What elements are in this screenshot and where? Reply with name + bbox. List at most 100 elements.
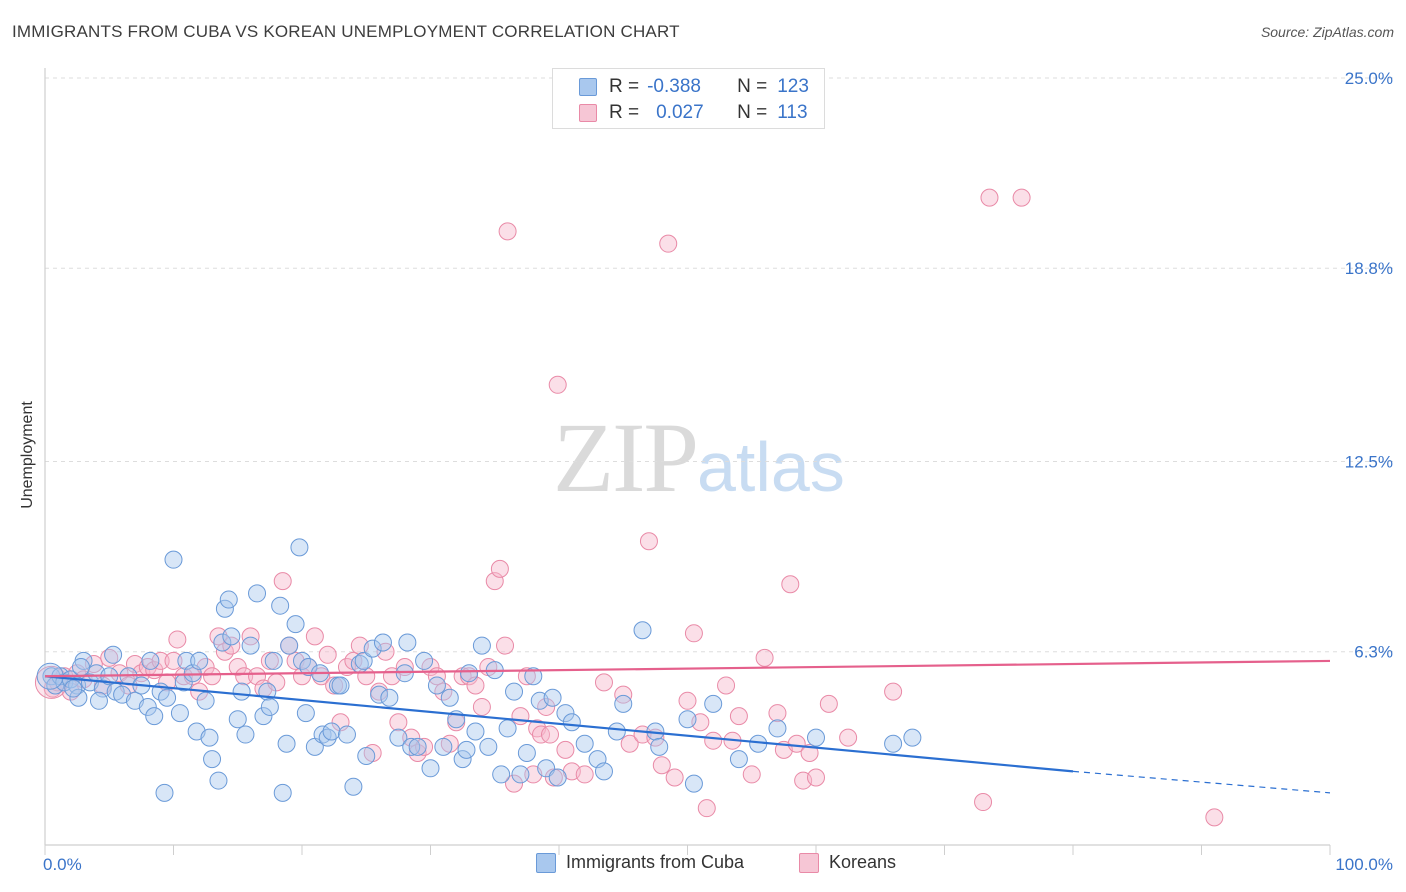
legend-label: Immigrants from Cuba [566, 852, 745, 872]
data-point-cuba [273, 783, 292, 802]
data-point-koreans [839, 728, 858, 747]
data-point-cuba [64, 679, 83, 698]
watermark-atlas: atlas [697, 428, 845, 506]
n-label: N = [737, 102, 768, 123]
trend-lines [44, 659, 1331, 794]
n-label: N = [737, 76, 768, 97]
data-point-cuba [434, 737, 453, 756]
data-point-koreans [781, 575, 800, 594]
data-point-cuba [248, 584, 267, 603]
legend-item-cuba[interactable]: Immigrants from Cuba [536, 852, 744, 873]
tick-labels: 6.3% 12.5% 18.8% 25.0% 0.0% 100.0% [43, 69, 1393, 874]
data-point-cuba [286, 615, 305, 634]
data-point-cuba [104, 645, 123, 664]
blue-swatch [579, 78, 597, 96]
data-point-cuba [363, 639, 382, 658]
data-point-koreans [729, 707, 748, 726]
y-tick-label: 25.0% [1345, 69, 1393, 88]
data-point-cuba [466, 722, 485, 741]
legend-row-koreans: R = 0.027 N = 113 [579, 100, 808, 126]
data-point-cuba [200, 728, 219, 747]
data-point-cuba [633, 621, 652, 640]
data-point-koreans [241, 627, 260, 646]
data-point-cuba [170, 704, 189, 723]
data-point-cuba [213, 633, 232, 652]
data-point-cuba [427, 676, 446, 695]
data-point-cuba [296, 704, 315, 723]
data-point-cuba [145, 707, 164, 726]
data-point-koreans [496, 636, 515, 655]
data-point-koreans [325, 676, 344, 695]
data-point-cuba [370, 685, 389, 704]
blue-swatch [536, 852, 556, 873]
trend-line-cuba-extension [1072, 770, 1331, 794]
data-point-koreans [768, 704, 787, 723]
data-point-koreans [787, 734, 806, 753]
data-point-cuba [472, 636, 491, 655]
data-point-cuba [357, 747, 376, 766]
data-point-cuba [158, 688, 177, 707]
data-point-cuba [138, 697, 157, 716]
data-point-koreans [151, 651, 170, 670]
data-point-koreans [742, 765, 761, 784]
data-point-cuba [71, 658, 90, 677]
data-point-koreans [541, 725, 560, 744]
data-point-cuba [322, 722, 341, 741]
data-point-cuba [524, 667, 543, 686]
data-point-cuba [89, 691, 108, 710]
data-point-koreans [273, 572, 292, 591]
y-axis-label: Unemployment [19, 401, 36, 509]
data-point-cuba [260, 697, 279, 716]
data-point-cuba [209, 771, 228, 790]
chart-title: IMMIGRANTS FROM CUBA VS KOREAN UNEMPLOYM… [12, 22, 680, 41]
data-point-koreans [511, 707, 530, 726]
data-point-cuba [903, 728, 922, 747]
legend-row-cuba: R = -0.388 N = 123 [579, 74, 809, 100]
legend-item-koreans[interactable]: Koreans [799, 852, 896, 873]
data-point-koreans [544, 768, 563, 787]
data-point-koreans [575, 765, 594, 784]
data-point-koreans [472, 697, 491, 716]
data-point-cuba [807, 728, 825, 747]
data-point-cuba [575, 734, 594, 753]
data-point-koreans [260, 651, 279, 670]
data-point-koreans [980, 188, 999, 207]
data-point-koreans [614, 685, 633, 704]
data-point-koreans [620, 734, 639, 753]
data-point-koreans [164, 651, 183, 670]
data-point-koreans [402, 728, 421, 747]
data-point-cuba [241, 636, 260, 655]
data-point-koreans [678, 691, 697, 710]
data-point-koreans [819, 694, 838, 713]
data-point-cuba [232, 682, 251, 701]
watermark: ZIPatlas [553, 400, 845, 515]
y-tick-label: 18.8% [1345, 259, 1393, 278]
data-point-cuba [254, 707, 273, 726]
data-point-koreans [704, 731, 723, 750]
data-point-koreans [505, 774, 524, 793]
data-point-cuba [354, 651, 373, 670]
data-point-cuba [562, 713, 581, 732]
data-point-koreans [498, 222, 517, 241]
data-point-koreans [517, 667, 536, 686]
data-point-koreans [684, 624, 703, 643]
data-point-koreans [1012, 188, 1031, 207]
grid-lines [45, 77, 1395, 653]
data-point-koreans [652, 756, 671, 775]
trend-line-cuba [44, 675, 1074, 773]
data-point-cuba [457, 740, 476, 759]
data-point-koreans [318, 645, 337, 664]
data-point-cuba [548, 768, 567, 787]
data-point-cuba [236, 725, 255, 744]
data-point-cuba [299, 658, 318, 677]
data-point-cuba [398, 633, 417, 652]
data-point-koreans [807, 768, 825, 787]
series-legend: Immigrants from Cuba Koreans [0, 852, 1406, 878]
correlation-legend: R = -0.388 N = 123 R = 0.027 N = 113 [552, 68, 825, 129]
data-point-koreans [548, 375, 567, 394]
data-point-koreans [594, 673, 613, 692]
data-point-koreans [305, 627, 324, 646]
r-label: R = [609, 76, 640, 97]
data-point-cuba [421, 759, 440, 778]
